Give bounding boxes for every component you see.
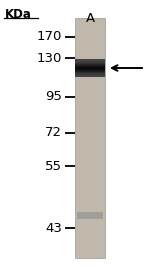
Bar	[75, 59, 105, 60]
Bar	[75, 76, 105, 77]
Text: 72: 72	[45, 126, 62, 140]
Bar	[75, 73, 105, 74]
Bar	[75, 63, 105, 64]
Text: 170: 170	[37, 31, 62, 43]
Bar	[75, 60, 105, 61]
Bar	[75, 69, 105, 70]
Bar	[75, 61, 105, 62]
Text: 130: 130	[37, 51, 62, 65]
Text: KDa: KDa	[5, 8, 32, 21]
Text: 55: 55	[45, 159, 62, 173]
Bar	[75, 75, 105, 76]
Bar	[75, 18, 105, 258]
Bar	[75, 62, 105, 63]
Bar	[75, 71, 105, 72]
Bar	[75, 70, 105, 71]
Bar	[75, 65, 105, 66]
Bar	[75, 72, 105, 73]
Bar	[75, 64, 105, 65]
Text: A: A	[85, 12, 94, 25]
Bar	[76, 211, 103, 218]
Bar	[75, 66, 105, 67]
Text: 43: 43	[45, 221, 62, 234]
Text: 95: 95	[45, 91, 62, 103]
Bar	[75, 74, 105, 75]
Bar	[75, 68, 105, 69]
Bar	[75, 67, 105, 68]
